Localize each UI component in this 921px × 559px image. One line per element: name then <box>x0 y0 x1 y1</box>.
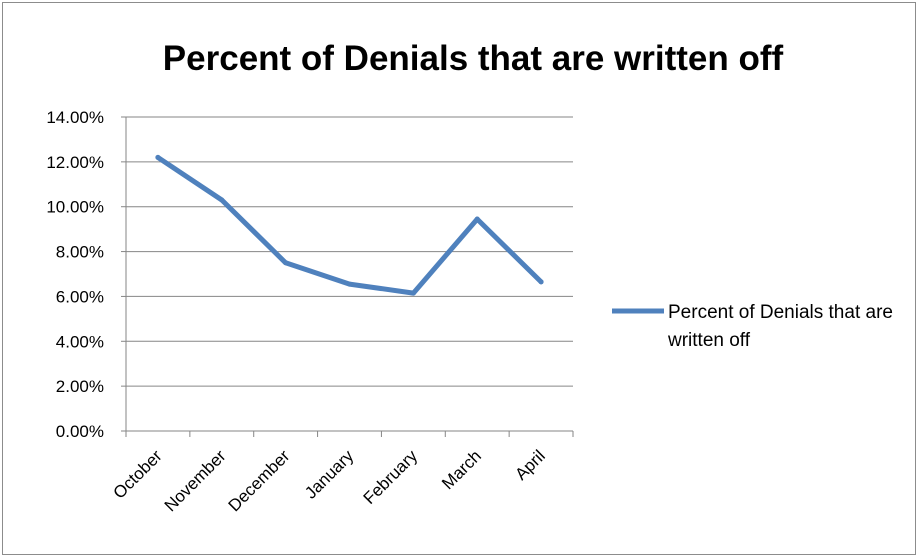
y-tick-label: 0.00% <box>56 422 104 441</box>
data-point <box>538 279 544 285</box>
y-tick-label: 6.00% <box>56 287 104 306</box>
y-tick-label: 10.00% <box>46 198 104 217</box>
x-tick-label: December <box>225 446 294 515</box>
y-tick-label: 12.00% <box>46 153 104 172</box>
gridlines <box>126 116 573 387</box>
y-tick-label: 2.00% <box>56 377 104 396</box>
data-point <box>219 197 225 203</box>
x-tick-label: November <box>161 446 230 515</box>
data-point <box>283 260 289 266</box>
axes <box>125 117 573 432</box>
y-tick-label: 14.00% <box>46 108 104 127</box>
legend-label: Percent of Denials that are written off <box>668 302 893 351</box>
x-tick-label: October <box>110 446 166 502</box>
y-axis-ticks: 0.00% 2.00% 4.00% 6.00% 8.00% 10.00% 12.00% 14.… <box>46 108 126 441</box>
y-tick-label: 4.00% <box>56 332 104 351</box>
data-point <box>410 290 416 296</box>
chart-title: Percent of Denials that are written off <box>162 39 784 78</box>
data-point <box>474 216 480 222</box>
x-tick-label: March <box>438 446 485 493</box>
x-tick-label: January <box>301 446 358 503</box>
series-group <box>155 154 544 296</box>
y-tick-label: 8.00% <box>56 243 104 262</box>
series-line <box>155 154 544 296</box>
x-tick-label: February <box>360 446 422 508</box>
data-point <box>347 281 352 287</box>
x-tick-label: April <box>511 446 548 483</box>
data-point <box>155 154 161 160</box>
